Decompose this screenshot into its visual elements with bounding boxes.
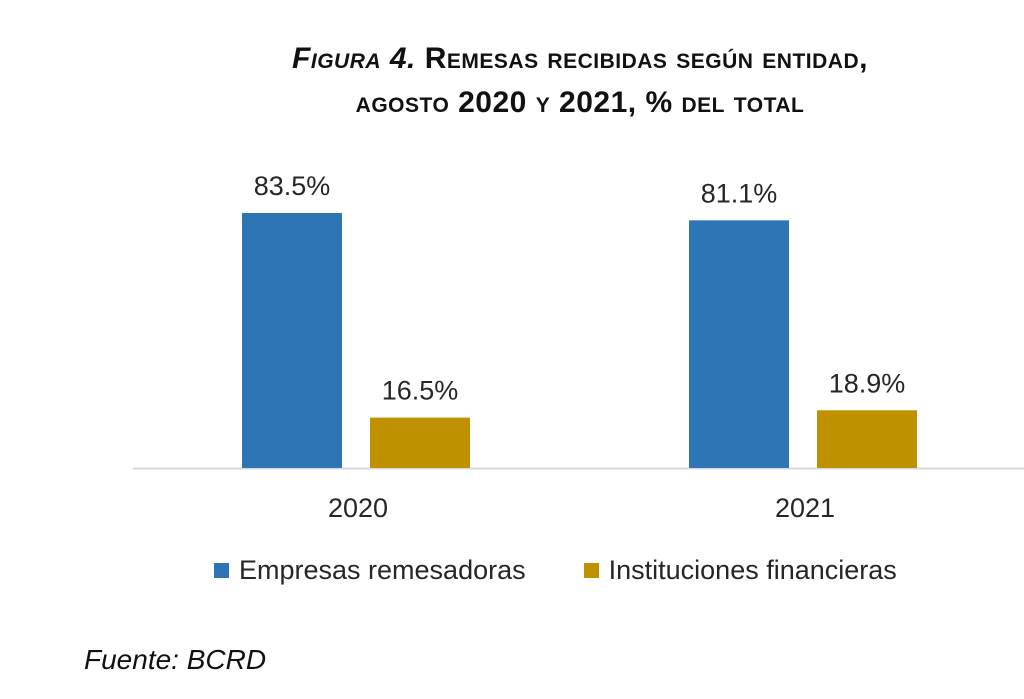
- source-note: Fuente: BCRD: [84, 644, 267, 675]
- legend-item-empresas: Empresas remesadoras: [214, 555, 526, 586]
- data-label-2020-series-0: 83.5%: [254, 171, 331, 201]
- title-text: Remesas recibidas según entidad,: [424, 42, 868, 75]
- figure-label: Figura 4.: [292, 42, 416, 75]
- data-label-2021-series-1: 18.9%: [829, 368, 906, 398]
- bar-2021-series-1: [817, 410, 917, 468]
- bar-2020-series-0: [242, 213, 342, 468]
- data-label-2020-series-1: 16.5%: [382, 376, 459, 406]
- legend-swatch-empresas: [214, 563, 229, 578]
- chart-title-line-2: agosto 2020 y 2021, % del total: [355, 86, 805, 119]
- legend-swatch-instituciones: [583, 563, 599, 578]
- bar-2021-series-0: [689, 220, 789, 468]
- legend-label-instituciones: Instituciones financieras: [608, 555, 897, 585]
- data-label-2021-series-0: 81.1%: [701, 178, 778, 208]
- x-tick-label-2021: 2021: [775, 493, 835, 523]
- bar-2020-series-1: [370, 417, 470, 468]
- legend: Empresas remesadoras Instituciones finan…: [214, 555, 955, 586]
- legend-item-instituciones: Instituciones financieras: [583, 555, 897, 586]
- x-tick-label-2020: 2020: [328, 493, 388, 523]
- legend-label-empresas: Empresas remesadoras: [239, 555, 526, 585]
- bar-chart: 83.5% 81.1% 16.5% 18.9% 2020 2021: [133, 171, 1024, 523]
- chart-title-line-1: Figura 4. Remesas recibidas según entida…: [140, 42, 1020, 76]
